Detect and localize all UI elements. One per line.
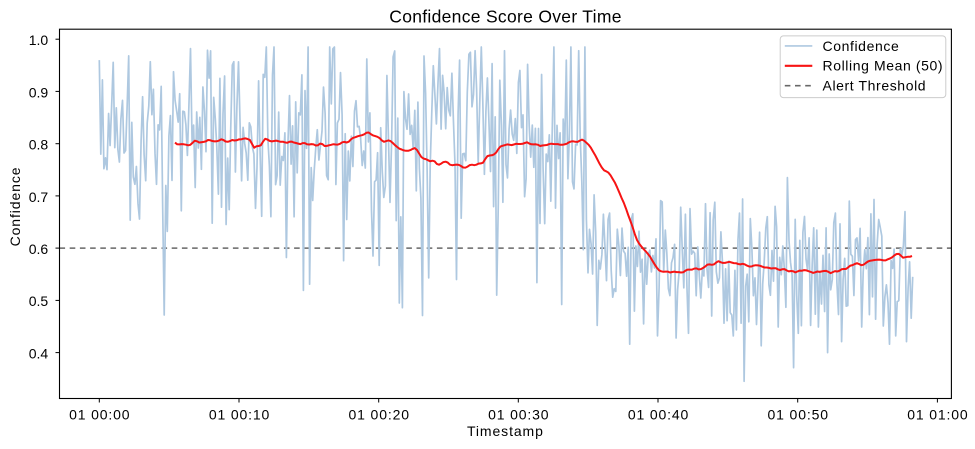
svg-text:0.5: 0.5 <box>29 293 49 309</box>
svg-text:0.4: 0.4 <box>29 346 49 362</box>
svg-text:0.9: 0.9 <box>29 84 49 100</box>
svg-text:0.6: 0.6 <box>29 241 49 257</box>
svg-text:01 00:00: 01 00:00 <box>69 406 130 422</box>
svg-text:Alert Threshold: Alert Threshold <box>823 78 927 94</box>
svg-text:Confidence: Confidence <box>823 38 900 54</box>
svg-text:1.0: 1.0 <box>29 32 49 48</box>
svg-text:Timestamp: Timestamp <box>467 423 544 439</box>
svg-text:01 00:30: 01 00:30 <box>488 406 549 422</box>
svg-text:0.8: 0.8 <box>29 137 49 153</box>
svg-text:01 00:40: 01 00:40 <box>628 406 689 422</box>
svg-text:Rolling Mean (50): Rolling Mean (50) <box>823 58 944 74</box>
svg-text:Confidence Score Over Time: Confidence Score Over Time <box>389 7 621 27</box>
svg-text:01 01:00: 01 01:00 <box>907 406 968 422</box>
svg-text:01 00:20: 01 00:20 <box>349 406 410 422</box>
svg-text:Confidence: Confidence <box>7 167 23 247</box>
svg-text:01 00:50: 01 00:50 <box>768 406 829 422</box>
svg-text:0.7: 0.7 <box>29 189 49 205</box>
svg-text:01 00:10: 01 00:10 <box>209 406 270 422</box>
